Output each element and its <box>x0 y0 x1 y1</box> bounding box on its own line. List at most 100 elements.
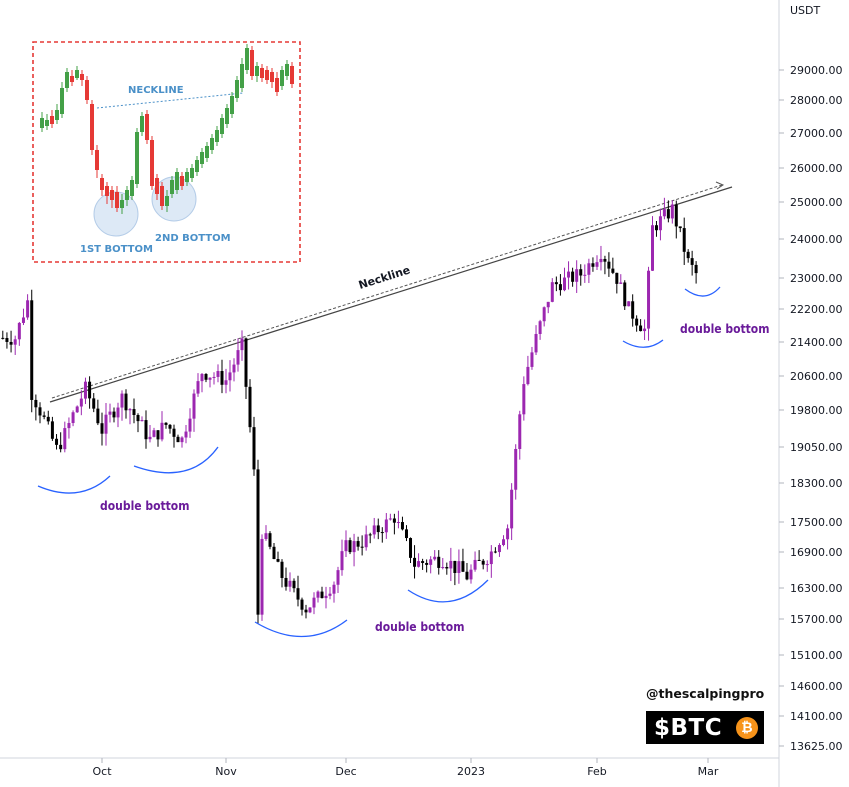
candle <box>360 535 364 556</box>
candle-body <box>413 557 417 567</box>
inset-candle <box>190 164 194 182</box>
candle <box>21 308 25 326</box>
inset-candle-body <box>180 176 184 186</box>
inset-candle <box>145 110 149 144</box>
candle-body <box>392 518 396 523</box>
candle <box>579 264 583 286</box>
candle-body <box>256 469 260 615</box>
candle-body <box>360 546 364 548</box>
candle-body <box>59 444 63 450</box>
inset-candlesticks <box>40 44 294 214</box>
candle <box>216 364 220 383</box>
candle <box>441 558 445 570</box>
candle <box>530 346 534 370</box>
candle <box>473 551 477 572</box>
candle <box>627 301 631 307</box>
candle <box>79 390 83 416</box>
inset-candle <box>50 110 54 128</box>
candle <box>112 407 116 423</box>
candle-body <box>388 518 392 520</box>
candle-body <box>320 591 324 599</box>
candle <box>240 330 244 361</box>
candle <box>320 586 324 599</box>
candle-body <box>144 420 148 440</box>
inset-candle-body <box>70 76 74 82</box>
candle-body <box>336 570 340 585</box>
inset-candle-body <box>285 64 289 76</box>
candle-body <box>429 559 433 565</box>
y-tick-label: 14600.00 <box>790 680 843 693</box>
inset-second-bottom-label: 2ND BOTTOM <box>155 233 231 244</box>
candle-body <box>522 384 526 415</box>
candle-body <box>148 436 152 440</box>
candle-body <box>156 430 160 440</box>
candle-body <box>651 225 654 271</box>
candle-body <box>493 551 497 553</box>
x-tick-label: Mar <box>698 765 719 778</box>
candle-body <box>469 569 473 580</box>
y-tick-label: 15700.00 <box>790 613 843 626</box>
candle-body <box>567 271 571 278</box>
candle-body <box>558 284 562 291</box>
candle-body <box>654 225 658 231</box>
candle <box>421 558 425 570</box>
x-axis-ticks: Oct Nov Dec 2023 Feb Mar <box>92 758 719 778</box>
candle-body <box>42 415 46 417</box>
candle-body <box>591 263 595 267</box>
x-tick-label: 2023 <box>457 765 485 778</box>
candle-body <box>380 532 384 534</box>
candle-body <box>571 271 575 282</box>
inset-candle <box>100 174 104 196</box>
candle <box>518 410 522 460</box>
candle <box>276 551 280 563</box>
candle <box>380 527 384 543</box>
y-tick-label: 16900.00 <box>790 546 843 559</box>
candle <box>477 550 481 561</box>
candle-body <box>666 209 670 219</box>
candle-body <box>300 599 304 610</box>
candle <box>132 398 136 424</box>
inset-border <box>32 41 301 263</box>
candle <box>208 377 212 388</box>
candle <box>312 592 316 615</box>
inset-candle-body <box>75 70 79 78</box>
inset-candle-body <box>185 172 189 182</box>
inset-candle <box>205 142 209 162</box>
candle <box>352 533 356 567</box>
candle-body <box>489 551 493 565</box>
candle <box>611 257 615 275</box>
inset-candle-body <box>265 70 269 80</box>
inset-candle-body <box>200 152 204 164</box>
candle <box>204 373 208 383</box>
candle <box>437 550 441 575</box>
candle-body <box>647 270 651 329</box>
inset-candle <box>155 174 159 200</box>
candle <box>100 412 104 446</box>
candle <box>567 261 571 290</box>
inset-candle-body <box>40 118 44 128</box>
candle <box>55 434 59 450</box>
inset-candle-body <box>55 110 59 120</box>
inset-candle-body <box>210 138 214 150</box>
candle-body <box>433 556 437 560</box>
candle <box>120 390 124 421</box>
candle-body <box>160 422 164 440</box>
double-bottom-curves <box>37 286 721 638</box>
candle <box>96 399 100 426</box>
inset-candle <box>90 100 94 155</box>
candle-body <box>631 301 635 319</box>
candle <box>384 513 388 539</box>
candle-body <box>356 541 360 547</box>
inset-candle-body <box>195 160 199 172</box>
candle <box>256 459 260 624</box>
candle-body <box>180 437 184 443</box>
candle-body <box>260 538 264 615</box>
candle-body <box>312 597 316 608</box>
inset-candle-body <box>240 64 244 88</box>
candle <box>46 410 50 425</box>
candle <box>13 335 17 355</box>
candle-body <box>316 591 320 598</box>
candle <box>485 560 489 572</box>
x-tick-label: Nov <box>215 765 237 778</box>
candle <box>264 525 268 541</box>
